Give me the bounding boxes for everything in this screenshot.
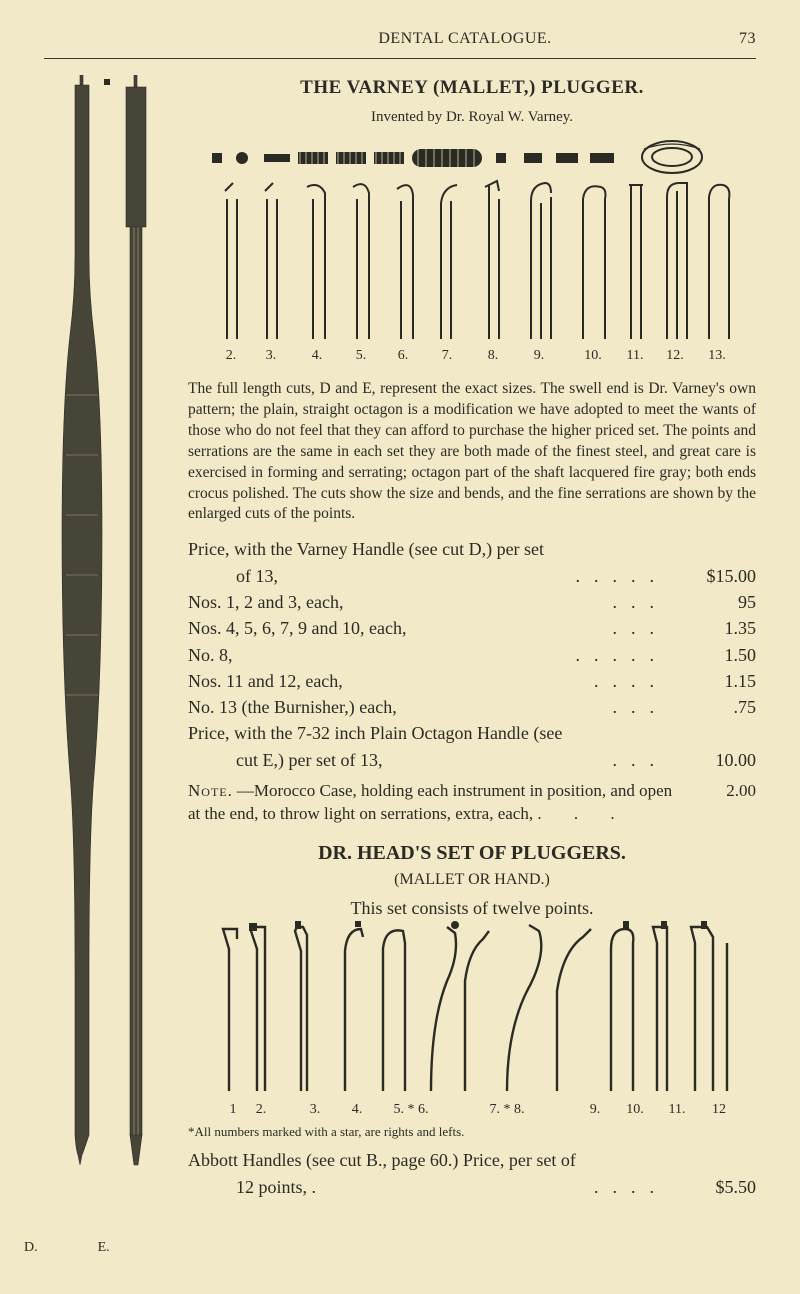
abbott-line-1: Abbott Handles (see cut B., page 60.) Pr…: [188, 1148, 756, 1172]
price-row: of 13,.....$15.00: [188, 564, 756, 588]
leader-dots: ...: [605, 590, 677, 614]
content-columns: THE VARNEY (MALLET,) PLUGGER. Invented b…: [44, 75, 756, 1201]
price-label: of 13,: [188, 564, 568, 588]
price-label: No. 13 (the Burnisher,) each,: [188, 695, 605, 719]
leader-dots: .....: [568, 564, 677, 588]
label-d: D.: [24, 1240, 38, 1256]
note-amount: 2.00: [676, 780, 756, 826]
serration-swatch-row: [188, 137, 756, 179]
main-column: THE VARNEY (MALLET,) PLUGGER. Invented b…: [188, 75, 756, 1201]
varney-title: THE VARNEY (MALLET,) PLUGGER.: [188, 75, 756, 101]
svg-text:11.: 11.: [669, 1102, 686, 1117]
price-label: Price, with the 7-32 inch Plain Octagon …: [188, 721, 660, 745]
svg-text:9.: 9.: [590, 1102, 601, 1117]
price-amount: 10.00: [676, 748, 756, 772]
head-rule: [44, 58, 756, 59]
page: DENTAL CATALOGUE. 73: [0, 0, 800, 1294]
svg-text:11.: 11.: [627, 348, 644, 363]
price-label: No. 8,: [188, 643, 568, 667]
price-row: No. 8,.....1.50: [188, 643, 756, 667]
page-number: 73: [716, 30, 756, 48]
svg-text:7.: 7.: [442, 348, 453, 363]
price-amount: [676, 721, 756, 745]
leader-dots: .....: [568, 643, 677, 667]
side-cut-labels: D. E.: [24, 1240, 110, 1256]
svg-text:2.: 2.: [226, 348, 237, 363]
varney-points-figure: 2. 3. 4. 5. 6. 7. 8. 9. 10. 11. 12. 13.: [188, 179, 756, 369]
svg-text:9.: 9.: [534, 348, 545, 363]
svg-text:5.: 5.: [356, 348, 367, 363]
price-amount: 1.50: [676, 643, 756, 667]
head-set-line: This set consists of twelve points.: [188, 896, 756, 920]
varney-paragraph: The full length cuts, D and E, represent…: [188, 379, 756, 525]
svg-text:13.: 13.: [708, 348, 726, 363]
svg-text:3.: 3.: [266, 348, 277, 363]
price-amount: .75: [676, 695, 756, 719]
price-amount: $15.00: [676, 564, 756, 588]
footnote: *All numbers marked with a star, are rig…: [188, 1123, 756, 1141]
svg-text:10.: 10.: [626, 1102, 644, 1117]
price-row: Nos. 1, 2 and 3, each,...95: [188, 590, 756, 614]
svg-text:12.: 12.: [666, 348, 684, 363]
price-heading: Price, with the Varney Handle (see cut D…: [188, 537, 756, 561]
price-label: Nos. 11 and 12, each,: [188, 669, 586, 693]
svg-text:2.: 2.: [256, 1102, 267, 1117]
label-e: E.: [98, 1240, 110, 1256]
price-amount: 1.15: [676, 669, 756, 693]
svg-text:6.: 6.: [398, 348, 409, 363]
svg-text:3.: 3.: [310, 1102, 321, 1117]
price-amount: 95: [676, 590, 756, 614]
svg-text:4.: 4.: [352, 1102, 363, 1117]
abbott-amount: $5.50: [676, 1175, 756, 1199]
price-row: Nos. 4, 5, 6, 7, 9 and 10, each,...1.35: [188, 616, 756, 640]
svg-text:5. * 6.: 5. * 6.: [394, 1102, 429, 1117]
leader-dots: ....: [586, 669, 676, 693]
leader-dots: ...: [605, 616, 677, 640]
running-head: DENTAL CATALOGUE. 73: [44, 30, 756, 56]
svg-text:10.: 10.: [584, 348, 602, 363]
price-label: cut E,) per set of 13,: [188, 748, 605, 772]
svg-text:7. * 8.: 7. * 8.: [490, 1102, 525, 1117]
price-amount: 1.35: [676, 616, 756, 640]
leader-dots: [660, 721, 676, 745]
head-set-title: DR. HEAD'S SET OF PLUGGERS.: [188, 840, 756, 867]
price-label: Nos. 4, 5, 6, 7, 9 and 10, each,: [188, 616, 605, 640]
price-label: Nos. 1, 2 and 3, each,: [188, 590, 605, 614]
abbott-label: 12 points, .: [188, 1175, 586, 1199]
price-row: cut E,) per set of 13,...10.00: [188, 748, 756, 772]
svg-text:12: 12: [712, 1102, 726, 1117]
running-title: DENTAL CATALOGUE.: [214, 30, 716, 48]
leader-dots: ....: [586, 1175, 676, 1199]
varney-byline: Invented by Dr. Royal W. Varney.: [188, 107, 756, 127]
head-set-subtitle: (MALLET OR HAND.): [188, 869, 756, 891]
svg-text:1: 1: [230, 1102, 237, 1117]
price-row: Nos. 11 and 12, each,....1.15: [188, 669, 756, 693]
instrument-d-e-engraving: [44, 75, 174, 1185]
leader-dots: ...: [605, 748, 677, 772]
leader-dots: ...: [605, 695, 677, 719]
price-row: No. 13 (the Burnisher,) each,....75: [188, 695, 756, 719]
note-block: Note.—Morocco Case, holding each instrum…: [188, 780, 756, 826]
left-instrument-column: [44, 75, 174, 1201]
svg-text:4.: 4.: [312, 348, 323, 363]
note-tag: Note.: [188, 781, 237, 800]
price-row: Price, with the 7-32 inch Plain Octagon …: [188, 721, 756, 745]
price-table: of 13,.....$15.00Nos. 1, 2 and 3, each,.…: [188, 564, 756, 772]
head-set-figure: 1 2. 3. 4. 5. * 6. 7. * 8. 9. 10. 11. 12: [188, 921, 756, 1121]
abbott-price-row: 12 points, . .... $5.50: [188, 1175, 756, 1199]
svg-text:8.: 8.: [488, 348, 499, 363]
